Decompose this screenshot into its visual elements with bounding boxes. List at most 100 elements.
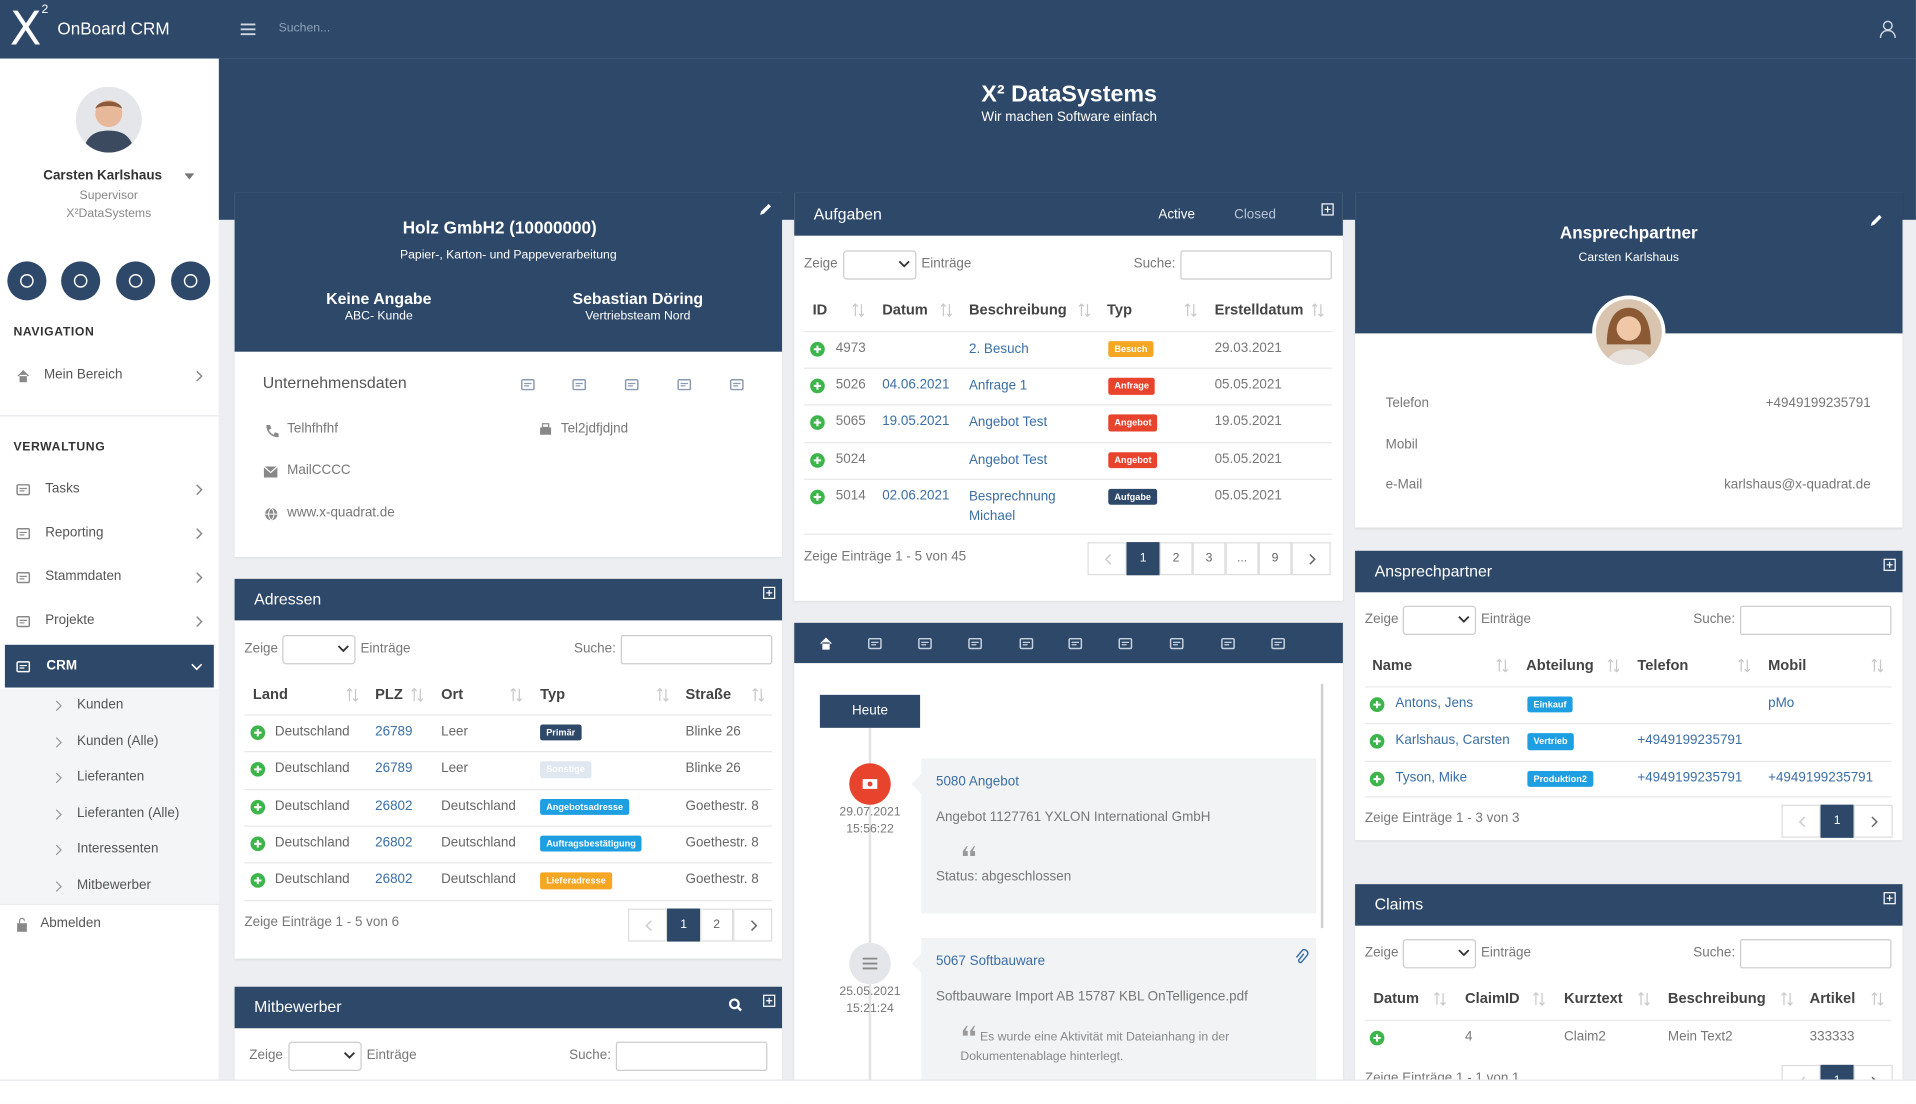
- company-tab[interactable]: [729, 377, 744, 392]
- timeline-tab[interactable]: [819, 636, 834, 651]
- timeline-tab[interactable]: [1019, 636, 1034, 651]
- timeline-tab[interactable]: [918, 636, 933, 651]
- timeline-tab-part[interactable]: [1068, 637, 1083, 650]
- row-expand-part[interactable]: [254, 877, 262, 885]
- pager-prev[interactable]: [628, 908, 668, 942]
- column-header[interactable]: Telefon: [1637, 656, 1689, 674]
- timeline-tab-part[interactable]: [1118, 637, 1133, 650]
- expand-button-part[interactable]: [1324, 206, 1331, 213]
- expand-button-part[interactable]: [766, 997, 773, 1004]
- pager-page[interactable]: [1192, 542, 1226, 576]
- company-tab-part[interactable]: [572, 379, 587, 391]
- row-expand[interactable]: [250, 836, 266, 852]
- timeline-tab-part[interactable]: [1169, 637, 1184, 650]
- search-input[interactable]: [1739, 939, 1892, 969]
- cell-link[interactable]: 26789: [375, 761, 413, 776]
- timeline-tab-part[interactable]: [1071, 641, 1079, 646]
- attachment-icon-part[interactable]: [1295, 949, 1309, 964]
- column-header[interactable]: Kurztext: [1564, 989, 1623, 1007]
- column-header[interactable]: Ort: [441, 685, 464, 703]
- quick-button-part[interactable]: [61, 261, 101, 301]
- timeline-tab[interactable]: [1221, 636, 1236, 651]
- timeline-tab[interactable]: [1118, 636, 1133, 651]
- timeline-tab-part[interactable]: [871, 641, 879, 646]
- pager-page[interactable]: [1159, 542, 1193, 576]
- submenu-item[interactable]: Lieferanten: [76, 769, 145, 785]
- row-expand-part[interactable]: [813, 419, 822, 427]
- column-header[interactable]: Typ: [1107, 301, 1133, 319]
- search-input[interactable]: [620, 635, 773, 665]
- company-tab-part[interactable]: [521, 379, 535, 391]
- column-header[interactable]: Name: [1372, 656, 1413, 674]
- cell-link[interactable]: 26802: [375, 872, 413, 887]
- submenu-item[interactable]: Lieferanten (Alle): [76, 805, 180, 821]
- timeline-tab[interactable]: [1271, 636, 1286, 651]
- row-expand-part[interactable]: [1373, 700, 1381, 709]
- cell-link[interactable]: 2. Besuch: [968, 341, 1029, 357]
- timeline-tab[interactable]: [968, 636, 983, 651]
- company-tab[interactable]: [677, 377, 692, 392]
- row-expand-part[interactable]: [1373, 1034, 1381, 1042]
- timeline-tab-part[interactable]: [868, 637, 882, 650]
- row-expand[interactable]: [1369, 1030, 1385, 1046]
- cell-link[interactable]: Antons, Jens: [1395, 696, 1474, 711]
- column-header[interactable]: Mobil: [1768, 656, 1807, 674]
- logout[interactable]: Abmelden: [40, 916, 101, 931]
- timeline-tab[interactable]: [1068, 636, 1083, 651]
- column-header[interactable]: Erstelldatum: [1214, 301, 1304, 319]
- quick-button-part[interactable]: [183, 274, 198, 288]
- search-input[interactable]: [1180, 250, 1332, 280]
- search-box[interactable]: Suchen...: [278, 21, 331, 36]
- user-caret[interactable]: [184, 173, 195, 180]
- quick-button[interactable]: [61, 261, 101, 301]
- cell-link[interactable]: Angebot Test: [968, 415, 1048, 431]
- row-expand-part[interactable]: [1373, 737, 1381, 746]
- nav-item[interactable]: Stammdaten: [45, 569, 122, 584]
- pager-next[interactable]: [1291, 542, 1331, 576]
- column-header[interactable]: ClaimID: [1465, 989, 1520, 1007]
- company-tab-part[interactable]: [624, 379, 639, 391]
- expand-button-part[interactable]: [766, 589, 773, 596]
- column-header[interactable]: Land: [252, 685, 288, 703]
- timeline-tab-part[interactable]: [1274, 641, 1282, 646]
- company-tab-part[interactable]: [524, 382, 532, 387]
- expand-button-part[interactable]: [1883, 892, 1896, 905]
- expand-button[interactable]: [1883, 891, 1896, 905]
- cell-link[interactable]: Anfrage 1: [968, 378, 1028, 394]
- user-menu-part[interactable]: [1882, 20, 1893, 31]
- tab[interactable]: Closed: [1234, 207, 1276, 223]
- timeline-tab-part[interactable]: [1221, 637, 1235, 650]
- cell-link[interactable]: 26802: [375, 798, 413, 813]
- quick-button-part[interactable]: [20, 274, 34, 288]
- attachment-icon[interactable]: [1295, 949, 1309, 965]
- row-expand[interactable]: [1369, 734, 1385, 749]
- timeline-tab[interactable]: [868, 636, 883, 651]
- timeline-tab-part[interactable]: [1022, 641, 1031, 646]
- cell-link[interactable]: 26802: [375, 835, 413, 850]
- row-expand[interactable]: [810, 489, 825, 505]
- timeline-tab-part[interactable]: [921, 641, 929, 646]
- cell-link[interactable]: Karlshaus, Carsten: [1395, 733, 1510, 748]
- pager-prev[interactable]: [1781, 804, 1821, 838]
- search-input[interactable]: [1739, 605, 1892, 636]
- company-tab[interactable]: [572, 377, 587, 392]
- timeline-tab-part[interactable]: [1271, 637, 1285, 650]
- quick-button[interactable]: [7, 261, 47, 301]
- expand-button[interactable]: [1883, 558, 1896, 571]
- timeline-tab-part[interactable]: [1121, 641, 1130, 646]
- company-tab-part[interactable]: [729, 379, 744, 391]
- company-tab[interactable]: [521, 377, 536, 392]
- row-expand[interactable]: [250, 873, 266, 889]
- edit-button[interactable]: [758, 203, 773, 218]
- edit-button-part[interactable]: [760, 203, 772, 215]
- timeline-tab-part[interactable]: [819, 637, 833, 650]
- quick-button[interactable]: [171, 261, 211, 301]
- search-button-part[interactable]: [728, 998, 740, 1010]
- submenu-item[interactable]: Kunden: [76, 697, 124, 713]
- expand-button-part[interactable]: [1886, 561, 1893, 568]
- company-tab-part[interactable]: [628, 382, 636, 387]
- submenu-item[interactable]: Interessenten: [76, 841, 159, 857]
- nav-item[interactable]: Mein Bereich: [43, 367, 123, 383]
- row-expand-part[interactable]: [813, 456, 822, 464]
- nav-item[interactable]: Tasks: [45, 481, 80, 496]
